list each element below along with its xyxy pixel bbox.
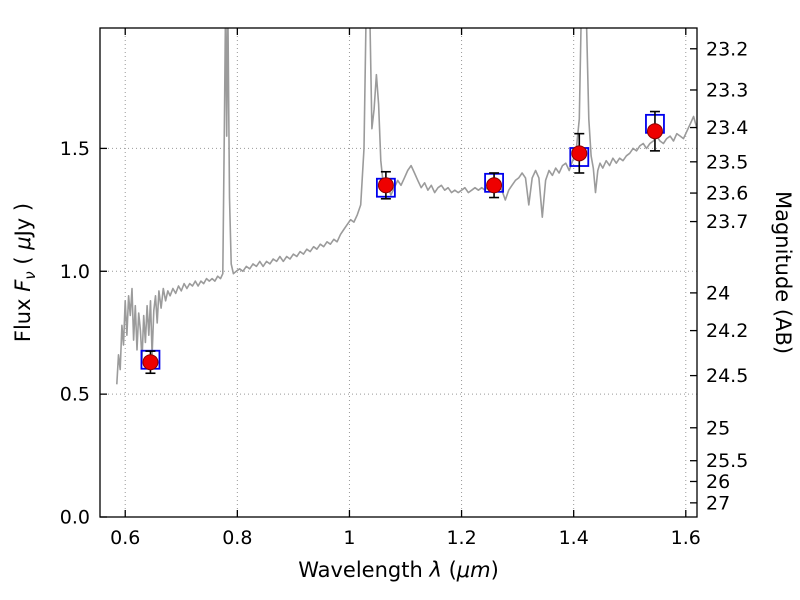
x-tick-label: 1.4 [559, 527, 589, 549]
y-tick-label-right: 23.7 [706, 211, 748, 233]
y-tick-label-right: 24 [706, 282, 730, 304]
axis-label-part: Jy ) [11, 203, 35, 239]
axis-label-part: ) [491, 558, 499, 582]
y-tick-label-right: 23.6 [706, 183, 748, 205]
y-tick-label-right: 27 [706, 492, 730, 514]
observed-photometry-point [486, 177, 503, 194]
axis-label-part: ν [21, 271, 39, 279]
y-tick-label-right: 24.5 [706, 365, 748, 387]
spectrum-line [116, 28, 697, 385]
grid-layer [100, 28, 697, 517]
y-tick-label-left: 1.5 [60, 138, 90, 160]
marker-layer [140, 110, 665, 375]
axis-label-part: λ [428, 558, 441, 582]
axes-layer: 0.6 0.8 1 1.2 1.4 1.6 0.0 0.5 1.0 1.5 23.2 23.3 23.4… [60, 27, 748, 549]
y-axis-label-left: Flux Fν ( μJy ) [11, 203, 39, 342]
axis-label-part: Flux [11, 292, 35, 342]
y-tick-label-right: 25.5 [706, 450, 748, 472]
observed-photometry-point [571, 145, 588, 162]
y-tick-label-left: 0.5 [60, 384, 90, 406]
y-tick-label-right: 23.5 [706, 151, 748, 173]
observed-photometry-point [646, 123, 663, 140]
axes-spines [99, 27, 698, 518]
axis-label-part: ( [11, 250, 35, 272]
x-tick-label: 1 [343, 527, 355, 549]
series-layer [116, 28, 697, 385]
y-tick-label-right: 23.2 [706, 38, 748, 60]
y-axis-label-right: Magnitude (AB) [771, 191, 795, 354]
x-tick-label: 1.6 [671, 527, 701, 549]
x-axis-label: Wavelength λ (μm) [298, 558, 499, 582]
y-tick-label-right: 23.3 [706, 79, 748, 101]
y-tick-label-left: 0.0 [60, 507, 90, 529]
y-tick-label-right: 24.2 [706, 320, 748, 342]
y-tick-label-left: 1.0 [60, 261, 90, 283]
axis-label-part: F [11, 279, 35, 292]
x-tick-label: 0.6 [110, 527, 140, 549]
x-tick-label: 1.2 [446, 527, 476, 549]
y-tick-label-right: 26 [706, 471, 730, 493]
axis-label-part: μ [11, 236, 35, 250]
y-tick-label-right: 23.4 [706, 117, 748, 139]
observed-photometry-point [377, 177, 394, 194]
y-tick-label-right: 25 [706, 417, 730, 439]
axis-label-part: μm [456, 558, 491, 582]
axis-label-part: Wavelength [298, 558, 429, 582]
axis-label-part: ( [442, 558, 457, 582]
x-tick-label: 0.8 [222, 527, 252, 549]
observed-photometry-point [142, 354, 159, 371]
